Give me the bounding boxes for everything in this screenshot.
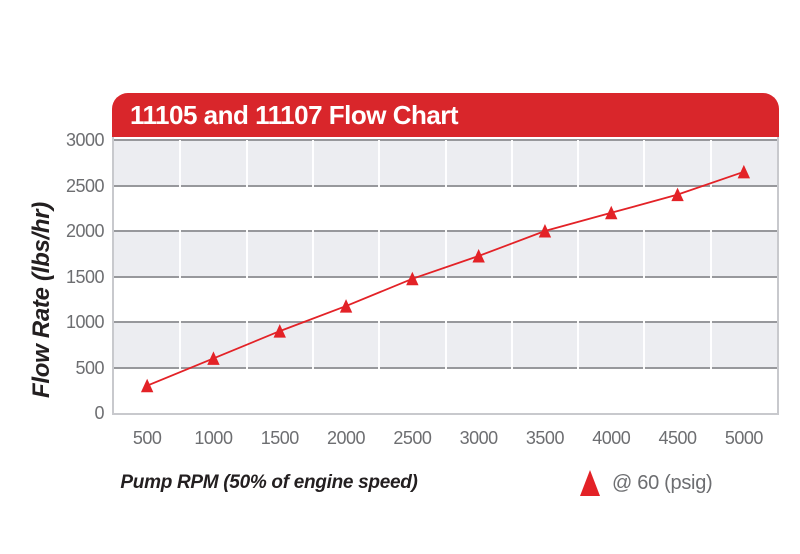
triangle-marker-icon: [580, 470, 600, 496]
y-axis-ticks: 0 500 1000 1500 2000 2500 3000: [0, 0, 105, 554]
data-point-marker: [140, 378, 154, 393]
data-point-marker: [339, 299, 353, 313]
y-tick-label: 0: [94, 403, 104, 423]
chart-header: 11105 and 11107 Flow Chart: [112, 93, 779, 137]
y-tick-label: 2500: [65, 175, 105, 196]
v-gridline: [510, 140, 513, 413]
x-tick-label: 3000: [459, 428, 499, 448]
x-tick-label: 4000: [592, 428, 631, 448]
data-point-marker: [273, 324, 286, 338]
x-tick-label: 1000: [194, 428, 233, 448]
v-gridline: [709, 140, 712, 413]
x-tick-label: 500: [132, 428, 162, 448]
data-point-marker: [538, 224, 552, 238]
data-point-marker: [207, 351, 220, 365]
y-tick-label: 1000: [65, 312, 105, 332]
data-point-marker: [406, 271, 419, 286]
data-point-marker: [605, 205, 618, 220]
series-svg: [140, 164, 751, 393]
v-gridline: [245, 140, 248, 413]
v-gridline: [311, 140, 314, 413]
x-tick-label: 3500: [525, 428, 565, 448]
y-tick-label: 500: [75, 357, 104, 378]
data-point-marker: [472, 249, 485, 263]
x-tick-label: 2000: [327, 428, 366, 448]
v-gridline: [577, 140, 580, 413]
y-tick-label: 1500: [65, 266, 105, 287]
x-tick-label: 2500: [393, 428, 432, 448]
legend-label: @ 60 (psig): [612, 471, 713, 494]
x-tick-label: 1500: [260, 428, 300, 448]
data-point-marker: [737, 164, 751, 179]
x-tick-label: 4500: [658, 428, 698, 448]
legend: @ 60 (psig): [580, 470, 713, 496]
x-axis-ticks: 500 1000 1500 2000 2500 3000 3500 4000 4500 5000: [0, 428, 800, 450]
data-point-marker: [671, 187, 684, 202]
v-gridline: [444, 140, 447, 413]
chart-title: 11105 and 11107 Flow Chart: [130, 100, 459, 130]
v-gridline: [179, 140, 182, 413]
x-axis-title: Pump RPM (50% of engine speed): [120, 472, 418, 493]
v-gridline: [643, 140, 646, 413]
v-gridline: [378, 140, 381, 413]
y-tick-label: 2000: [65, 221, 105, 241]
y-tick-label: 3000: [65, 130, 105, 150]
flow-line: [146, 170, 745, 387]
y-axis-title: Flow Rate (lbs/hr): [28, 202, 55, 398]
x-tick-label: 5000: [724, 428, 764, 448]
plot-area: [112, 137, 779, 415]
